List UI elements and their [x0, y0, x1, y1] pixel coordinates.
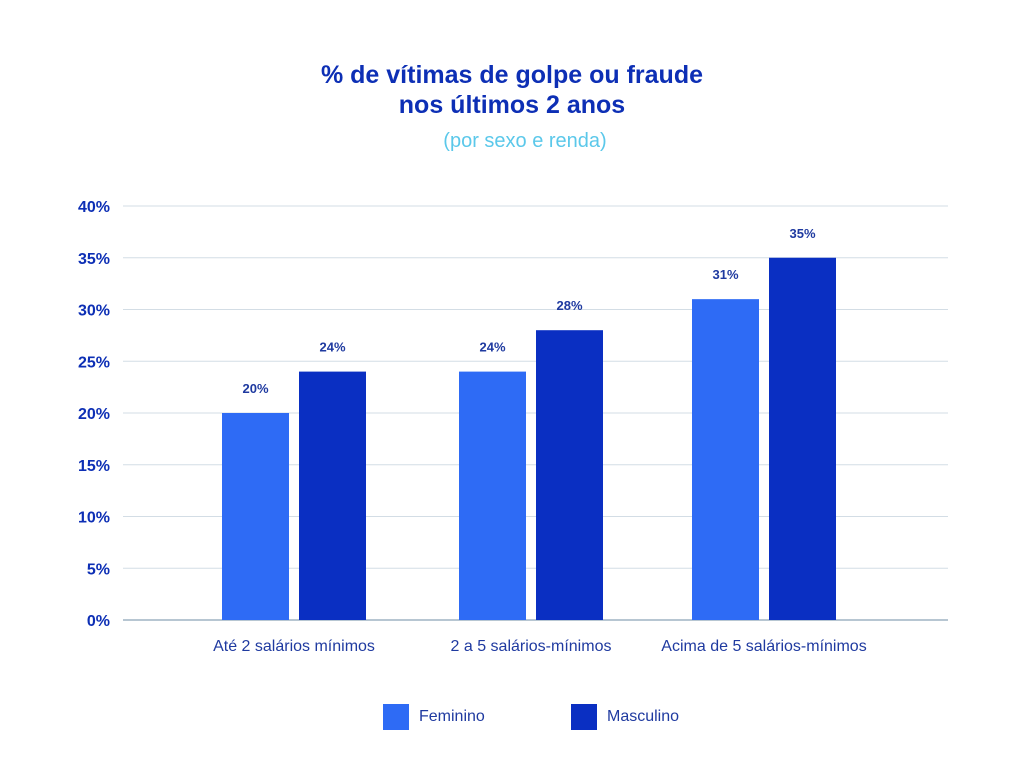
data-label: 28% — [556, 298, 582, 313]
data-label: 35% — [789, 226, 815, 241]
x-tick-label: 2 a 5 salários-mínimos — [451, 638, 612, 655]
legend-swatch-masculino — [571, 704, 597, 730]
bar-feminino — [459, 371, 526, 620]
y-tick-label: 5% — [87, 561, 110, 578]
x-tick-label: Até 2 salários mínimos — [213, 638, 375, 655]
y-tick-label: 40% — [78, 199, 110, 216]
chart-title-line1: % de vítimas de golpe ou fraude — [320, 61, 704, 89]
legend-label-masculino: Masculino — [607, 708, 680, 725]
y-tick-label: 25% — [78, 354, 110, 371]
chart-title-line2: nos últimos 2 anos — [398, 91, 626, 119]
y-tick-label: 20% — [78, 406, 110, 423]
bar-masculino — [769, 257, 836, 620]
y-tick-label: 30% — [78, 303, 110, 320]
bar-feminino — [222, 413, 289, 620]
x-tick-label: Acima de 5 salários-mínimos — [661, 638, 866, 655]
legend-item-feminino: Feminino — [383, 704, 485, 730]
bar-masculino — [536, 330, 603, 620]
legend-item-masculino: Masculino — [571, 704, 679, 730]
data-label: 31% — [712, 267, 738, 282]
legend-swatch-feminino — [383, 704, 409, 730]
y-tick-label: 10% — [78, 510, 110, 527]
legend-label-feminino: Feminino — [419, 708, 485, 725]
bar-masculino — [299, 371, 366, 620]
data-label: 24% — [479, 340, 505, 355]
y-tick-label: 35% — [78, 251, 110, 268]
data-label: 24% — [319, 340, 345, 355]
y-tick-label: 15% — [78, 458, 110, 475]
y-tick-label: 0% — [87, 613, 110, 630]
chart-subtitle: (por sexo e renda) — [443, 130, 607, 152]
data-label: 20% — [242, 381, 268, 396]
bar-feminino — [692, 299, 759, 620]
